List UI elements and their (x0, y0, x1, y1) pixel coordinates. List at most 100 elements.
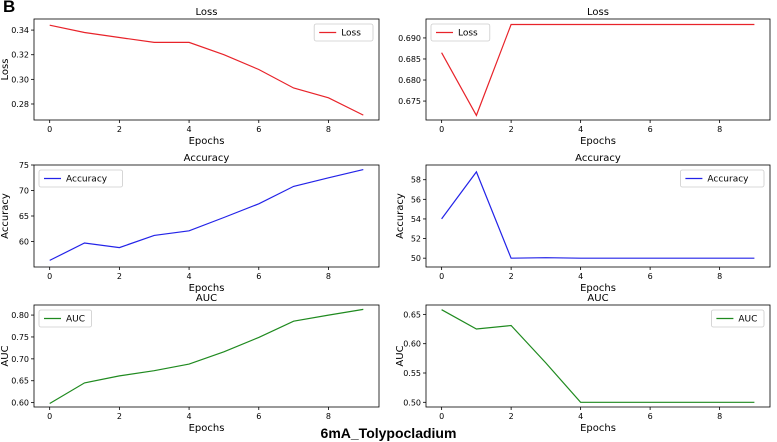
x-tick-label: 8 (717, 125, 722, 134)
legend: Accuracy (38, 169, 123, 188)
x-tick-label: 0 (47, 412, 52, 421)
y-axis-label: Accuracy (395, 193, 406, 239)
legend-box (38, 169, 123, 188)
y-tick-label: 0.50 (403, 398, 421, 407)
y-axis-label: AUC (395, 345, 406, 366)
y-tick-label: 50 (411, 254, 421, 263)
x-tick-label: 4 (187, 125, 192, 134)
y-tick-label: 0.80 (11, 311, 29, 320)
x-tick-label: 4 (578, 412, 583, 421)
x-tick-label: 0 (439, 412, 444, 421)
y-tick-label: 0.60 (11, 399, 29, 408)
x-tick-label: 4 (187, 272, 192, 281)
y-axis-label: Accuracy (0, 193, 11, 239)
y-axis-label: Loss (0, 59, 11, 81)
x-tick-label: 6 (648, 125, 653, 134)
legend-label: AUC (66, 315, 85, 325)
x-axis-label: Epochs (580, 136, 616, 147)
x-tick-label: 6 (256, 412, 261, 421)
x-tick-label: 2 (117, 272, 122, 281)
x-tick-label: 6 (648, 272, 653, 281)
chart-4: Accuracy 0 2 4 6 8 Epochs 50 52 54 56 58 Accuracy Acc… (395, 153, 771, 294)
y-tick-label: 0.65 (11, 377, 29, 386)
y-tick-label: 65 (19, 212, 29, 221)
series-line (49, 24, 364, 116)
x-tick-label: 6 (256, 125, 261, 134)
chart-title: Loss (587, 7, 609, 18)
x-tick-label: 4 (187, 412, 192, 421)
x-tick-label: 8 (326, 272, 331, 281)
x-axis-label: Epochs (189, 423, 225, 434)
x-tick-label: 4 (578, 125, 583, 134)
series-line (49, 308, 364, 405)
legend-label: Accuracy (66, 175, 108, 185)
legend: AUC (711, 309, 765, 328)
x-tick-label: 0 (47, 125, 52, 134)
x-tick-label: 8 (717, 272, 722, 281)
series-line (441, 170, 755, 259)
chart-title: Loss (196, 7, 218, 18)
plot-frame (425, 18, 771, 121)
series-line (441, 23, 755, 117)
y-tick-label: 0.70 (11, 355, 29, 364)
y-tick-label: 0.675 (398, 97, 421, 106)
legend-box (313, 23, 374, 42)
x-axis-label: Epochs (189, 283, 225, 294)
legend: Accuracy (680, 169, 765, 188)
panel-letter: B (3, 0, 16, 16)
chart-2: Loss 0 2 4 6 8 Epochs 0.675 0.680 0.685 0.690 Loss (398, 7, 771, 147)
y-tick-label: 58 (411, 176, 421, 185)
chart-title: AUC (587, 293, 608, 304)
legend-label: AUC (738, 315, 757, 325)
chart-6: AUC 0 2 4 6 8 Epochs 0.50 0.55 0.60 0.65 AUC AUC (395, 293, 771, 434)
x-tick-label: 2 (117, 412, 122, 421)
legend-label: Accuracy (707, 175, 749, 185)
legend-label: Loss (341, 29, 361, 39)
x-tick-label: 4 (578, 272, 583, 281)
series-line (49, 169, 364, 261)
legend-box (711, 309, 765, 328)
legend: Loss (313, 23, 374, 42)
series-line (441, 309, 755, 403)
x-axis-label: Epochs (580, 423, 616, 434)
y-tick-label: 0.75 (11, 333, 29, 342)
chart-1: Loss 0 2 4 6 8 Epochs 0.28 0.30 0.32 0.34 Loss Loss (0, 7, 380, 147)
plot-frame (425, 164, 771, 268)
y-tick-label: 52 (411, 235, 421, 244)
legend: AUC (38, 309, 92, 328)
chart-3: Accuracy 0 2 4 6 8 Epochs 60 65 70 75 Accuracy Accur… (0, 153, 380, 294)
y-tick-label: 0.34 (11, 26, 29, 35)
y-tick-label: 0.32 (11, 51, 29, 60)
chart-title: Accuracy (575, 153, 621, 164)
legend: Loss (430, 23, 491, 42)
y-tick-label: 70 (19, 187, 29, 196)
legend-box (680, 169, 765, 188)
y-tick-label: 0.30 (11, 75, 29, 84)
x-tick-label: 8 (326, 125, 331, 134)
x-tick-label: 2 (509, 272, 514, 281)
x-tick-label: 0 (47, 272, 52, 281)
x-tick-label: 0 (439, 125, 444, 134)
y-tick-label: 0.55 (403, 369, 421, 378)
y-tick-label: 0.65 (403, 310, 421, 319)
y-tick-label: 0.685 (398, 55, 421, 64)
x-tick-label: 6 (648, 412, 653, 421)
legend-label: Loss (458, 29, 478, 39)
plot-frame (33, 304, 380, 408)
x-tick-label: 2 (117, 125, 122, 134)
y-tick-label: 0.690 (398, 34, 421, 43)
y-tick-label: 56 (411, 195, 421, 204)
x-tick-label: 0 (439, 272, 444, 281)
y-tick-label: 75 (19, 161, 29, 170)
legend-box (430, 23, 491, 42)
legend-box (38, 309, 92, 328)
x-axis-label: Epochs (580, 283, 616, 294)
chart-title: AUC (196, 293, 217, 304)
x-tick-label: 8 (326, 412, 331, 421)
y-axis-label: AUC (0, 345, 11, 366)
y-tick-label: 0.28 (11, 100, 29, 109)
y-tick-label: 0.60 (403, 340, 421, 349)
x-tick-label: 6 (256, 272, 261, 281)
x-tick-label: 8 (717, 412, 722, 421)
chart-title: Accuracy (184, 153, 230, 164)
